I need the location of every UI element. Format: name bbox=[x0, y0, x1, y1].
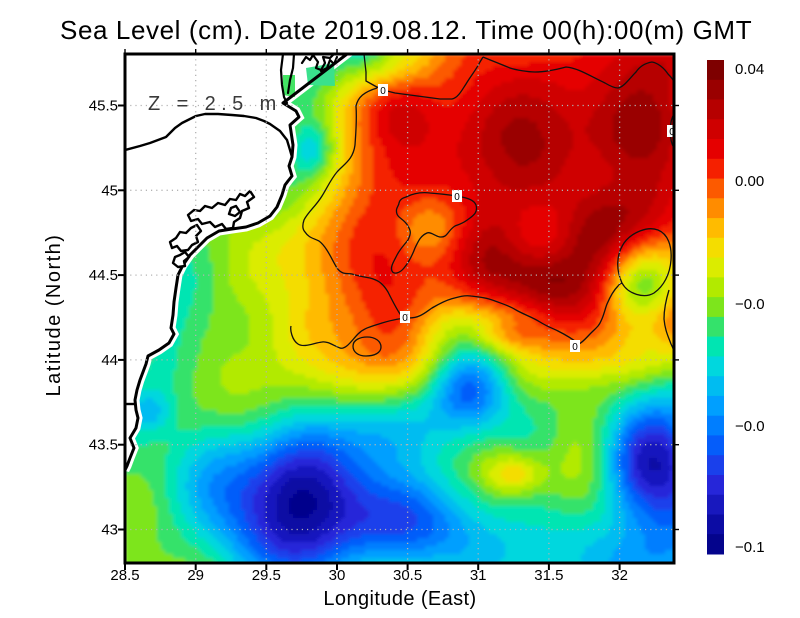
svg-text:31: 31 bbox=[470, 567, 487, 584]
svg-text:29.5: 29.5 bbox=[252, 567, 281, 584]
svg-text:43.5: 43.5 bbox=[89, 437, 118, 454]
svg-text:44.5: 44.5 bbox=[89, 267, 118, 284]
svg-text:0: 0 bbox=[454, 192, 460, 203]
svg-text:0: 0 bbox=[669, 127, 675, 138]
svg-text:0.04: 0.04 bbox=[735, 61, 764, 78]
svg-text:−0.1: −0.1 bbox=[735, 539, 765, 556]
svg-text:0: 0 bbox=[572, 342, 578, 353]
svg-text:32: 32 bbox=[611, 567, 628, 584]
svg-text:Longitude (East): Longitude (East) bbox=[323, 588, 476, 610]
svg-text:45: 45 bbox=[101, 182, 118, 199]
svg-text:45.5: 45.5 bbox=[89, 98, 118, 115]
svg-text:30.5: 30.5 bbox=[393, 567, 422, 584]
svg-text:0.00: 0.00 bbox=[735, 173, 764, 190]
svg-text:0: 0 bbox=[402, 313, 408, 324]
svg-text:−0.0: −0.0 bbox=[735, 296, 765, 313]
svg-text:Z = 2.5 m: Z = 2.5 m bbox=[148, 93, 282, 115]
svg-text:0: 0 bbox=[380, 86, 386, 97]
svg-text:31.5: 31.5 bbox=[534, 567, 563, 584]
svg-text:28.5: 28.5 bbox=[110, 567, 139, 584]
svg-text:−0.0: −0.0 bbox=[735, 418, 765, 435]
svg-text:29: 29 bbox=[187, 567, 204, 584]
svg-text:Latitude (North): Latitude (North) bbox=[43, 234, 65, 397]
svg-text:43: 43 bbox=[101, 522, 118, 539]
svg-text:30: 30 bbox=[329, 567, 346, 584]
svg-text:Sea Level (cm). Date 2019.08.1: Sea Level (cm). Date 2019.08.12. Time 00… bbox=[60, 15, 752, 45]
svg-text:44: 44 bbox=[101, 352, 118, 369]
